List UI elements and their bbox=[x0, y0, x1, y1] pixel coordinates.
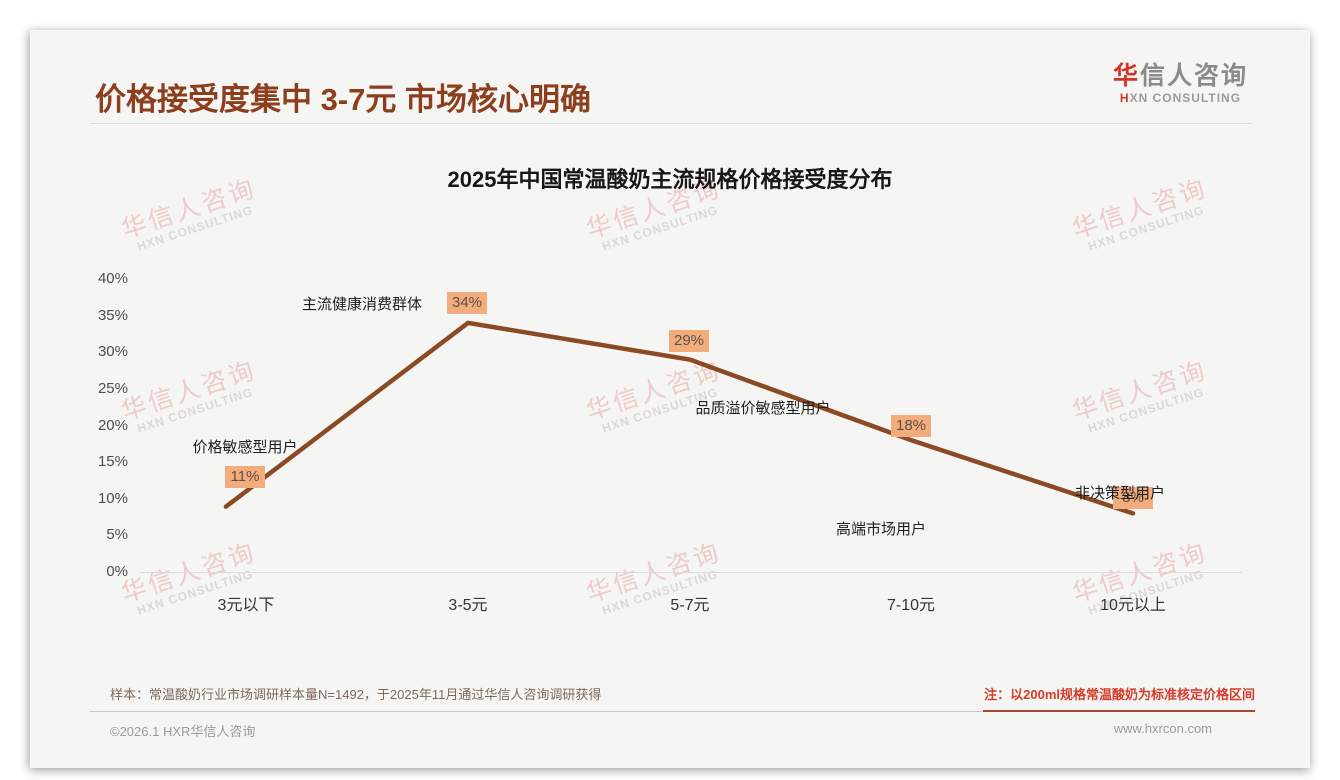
watermark: 华信人咨询 HXN CONSULTING bbox=[567, 346, 743, 443]
watermark-cn: 华信人咨询 bbox=[583, 356, 725, 427]
y-tick: 30% bbox=[97, 343, 128, 360]
annotation-mainstream-health: 主流健康消费群体 bbox=[301, 296, 423, 313]
slide: 华信人咨询 HXN CONSULTING 华信人咨询 HXN CONSULTING … bbox=[30, 30, 1310, 768]
header-divider bbox=[90, 123, 1252, 124]
logo-en-rest: XN CONSULTING bbox=[1129, 91, 1242, 105]
red-note: 注：以200ml规格常温酸奶为标准核定价格区间 bbox=[984, 687, 1255, 702]
annotation-price-sensitive: 价格敏感型用户 bbox=[192, 439, 298, 456]
logo-cn: 华信人咨询 bbox=[1113, 56, 1248, 92]
x-tick: 3元以下 bbox=[217, 597, 275, 614]
x-tick: 3-5元 bbox=[448, 597, 488, 614]
x-tick: 7-10元 bbox=[886, 597, 936, 614]
watermark-en: HXN CONSULTING bbox=[1086, 384, 1206, 436]
x-tick: 5-7元 bbox=[670, 597, 710, 614]
footer-divider bbox=[90, 711, 1255, 712]
company-logo: 华信人咨询 HXN CONSULTING bbox=[1113, 56, 1248, 105]
logo-en-accent: H bbox=[1119, 91, 1130, 105]
watermark-en: HXN CONSULTING bbox=[600, 202, 720, 254]
watermark: 华信人咨询 HXN CONSULTING bbox=[102, 346, 278, 443]
y-tick: 40% bbox=[97, 270, 128, 287]
website: www.hxrcon.com bbox=[1113, 721, 1212, 736]
y-tick: 10% bbox=[97, 490, 128, 507]
annotation-highend-market: 高端市场用户 bbox=[835, 521, 927, 538]
y-tick: 20% bbox=[97, 417, 128, 434]
line-chart bbox=[223, 320, 1136, 516]
logo-cn-rest: 信人咨询 bbox=[1139, 62, 1248, 90]
logo-en: HXN CONSULTING bbox=[1113, 91, 1248, 105]
watermark-en: HXN CONSULTING bbox=[135, 202, 255, 254]
data-label: 11% bbox=[225, 466, 265, 488]
y-tick: 5% bbox=[106, 526, 128, 543]
data-label: 18% bbox=[891, 415, 931, 437]
x-tick: 10元以上 bbox=[1100, 597, 1166, 614]
y-tick: 25% bbox=[97, 380, 128, 397]
data-label: 29% bbox=[669, 330, 709, 352]
page-title: 价格接受度集中 3-7元 市场核心明确 bbox=[95, 82, 592, 117]
y-tick: 15% bbox=[97, 453, 128, 470]
watermark-en: HXN CONSULTING bbox=[135, 384, 255, 436]
red-note-underline bbox=[983, 710, 1255, 712]
chart-title: 2025年中国常温酸奶主流规格价格接受度分布 bbox=[447, 167, 893, 192]
copyright: ©2026.1 HXR华信人咨询 bbox=[110, 724, 256, 739]
watermark-en: HXN CONSULTING bbox=[1086, 202, 1206, 254]
y-tick: 0% bbox=[106, 563, 128, 580]
x-axis-line bbox=[140, 572, 1242, 573]
sample-note: 样本：常温酸奶行业市场调研样本量N=1492，于2025年11月通过华信人咨询调… bbox=[110, 687, 602, 702]
y-tick: 35% bbox=[97, 307, 128, 324]
watermark-cn: 华信人咨询 bbox=[1069, 356, 1211, 427]
annotation-quality-premium: 品质溢价敏感型用户 bbox=[695, 400, 831, 417]
watermark: 华信人咨询 HXN CONSULTING bbox=[1053, 346, 1229, 443]
logo-cn-accent: 华 bbox=[1112, 62, 1140, 90]
data-label: 34% bbox=[447, 292, 487, 314]
annotation-nondecision: 非决策型用户 bbox=[1074, 485, 1166, 502]
